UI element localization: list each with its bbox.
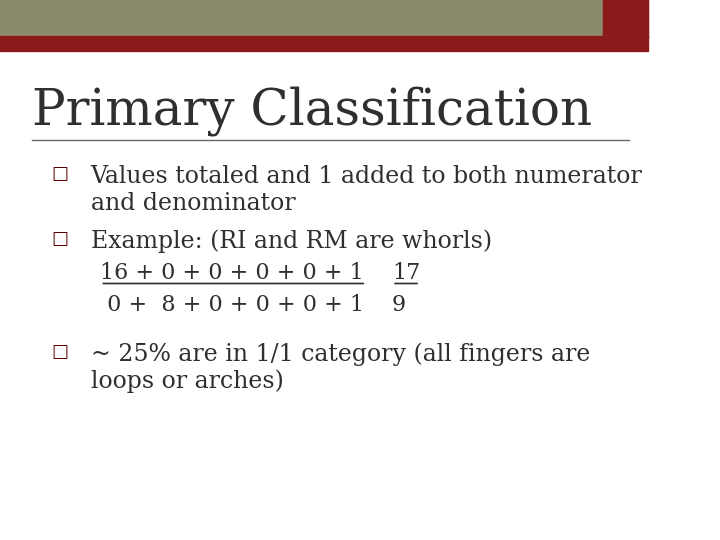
Bar [0,36,648,51]
Bar [603,0,648,38]
Text: □: □ [52,165,69,183]
Text: Example: (RI and RM are whorls): Example: (RI and RM are whorls) [91,230,492,253]
Text: 0 +  8 + 0 + 0 + 0 + 1: 0 + 8 + 0 + 0 + 0 + 1 [101,294,364,316]
Text: Values totaled and 1 added to both numerator: Values totaled and 1 added to both numer… [91,165,642,188]
Text: □: □ [52,343,69,361]
Text: Primary Classification: Primary Classification [32,86,593,137]
Text: 17: 17 [392,262,420,284]
Bar [0,0,648,38]
Text: loops or arches): loops or arches) [91,370,284,394]
Text: □: □ [52,230,69,247]
Text: 9: 9 [392,294,406,316]
Text: and denominator: and denominator [91,192,295,215]
Text: ~ 25% are in 1/1 category (all fingers are: ~ 25% are in 1/1 category (all fingers a… [91,343,590,367]
Text: 16 + 0 + 0 + 0 + 0 + 1: 16 + 0 + 0 + 0 + 0 + 1 [101,262,364,284]
